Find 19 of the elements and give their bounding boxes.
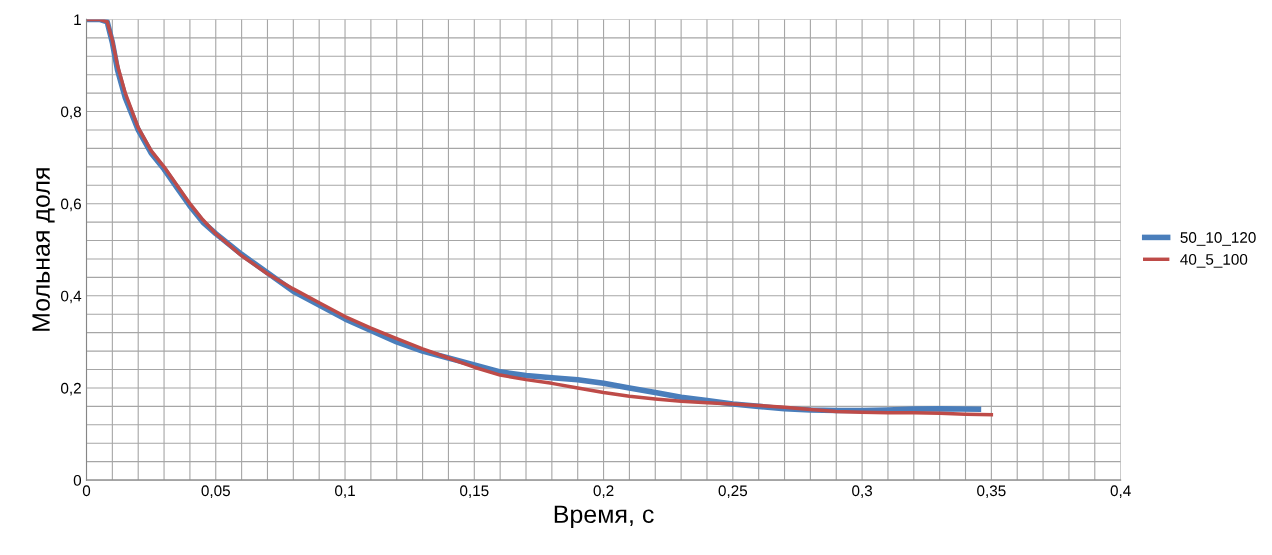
y-tick-label: 0,2 [61,382,81,396]
x-tick-label: 0,05 [201,485,230,498]
y-tick-label: 0,4 [61,290,82,304]
x-axis-title: Время, с [554,505,654,529]
x-tick-label: 0,2 [593,485,614,498]
x-tick-label: 0,35 [977,485,1006,498]
x-tick-label: 0,1 [335,485,355,498]
x-tick-label: 0,15 [460,485,489,498]
y-tick-label: 1 [74,14,81,25]
legend-label: 40_5_100 [1180,253,1248,268]
x-tick-label: 0,25 [718,485,748,498]
x-tick-label: 0,3 [852,485,873,498]
x-tick-label: 0 [82,485,91,497]
y-tick-label: 0 [73,474,82,486]
legend-label: 50_10_120 [1180,232,1256,246]
y-tick-label: 0,6 [61,198,81,212]
y-axis-title: Мольная доля [32,168,55,331]
x-tick-label: 0,4 [1110,485,1131,498]
y-tick-label: 0,8 [61,106,81,120]
